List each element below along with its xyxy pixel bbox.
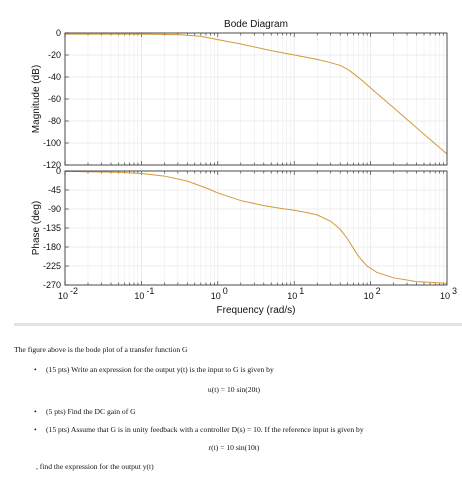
frequency-tick-label: 10	[364, 291, 374, 301]
magnitude-y-tick-label: -40	[48, 72, 61, 82]
question-1-text: (15 pts) Write an expression for the out…	[46, 365, 274, 374]
phase-y-tick-label: -225	[43, 261, 61, 271]
bullet: •	[34, 407, 37, 416]
frequency-tick-exponent: -1	[146, 286, 154, 296]
phase-y-tick-label: -180	[43, 242, 61, 252]
phase-y-tick-label: -90	[48, 204, 61, 214]
problem-intro: The figure above is the bode plot of a t…	[14, 345, 188, 354]
question-2-text: (5 pts) Find the DC gain of G	[46, 407, 136, 416]
magnitude-frame	[64, 32, 448, 166]
frequency-tick-exponent: 3	[452, 286, 457, 296]
magnitude-y-tick-label: -100	[43, 138, 61, 148]
phase-y-tick-label: -135	[43, 223, 61, 233]
phase-y-tick-label: 0	[56, 166, 61, 176]
frequency-tick-label: 10	[287, 291, 297, 301]
magnitude-y-ticks: 0 -20 -40 -60 -80 -100 -120	[43, 28, 61, 170]
phase-curve	[64, 170, 448, 284]
frequency-tick-exponent: 2	[376, 286, 381, 296]
frequency-tick-label: 10	[211, 291, 221, 301]
phase-y-tick-label: -270	[43, 280, 61, 290]
question-3: • (15 pts) Assume that G is in unity feed…	[34, 425, 364, 434]
reference-equation: r(t) = 10 sin(10t)	[208, 443, 260, 452]
frequency-tick-exponent: 1	[299, 286, 304, 296]
bullet: •	[34, 425, 37, 434]
frequency-axis-label: Frequency (rad/s)	[217, 305, 296, 316]
frequency-tick-label: 10	[58, 291, 68, 301]
question-2: • (5 pts) Find the DC gain of G	[34, 407, 136, 416]
magnitude-y-axis-label: Magnitude (dB)	[31, 65, 42, 133]
frequency-tick-exponent: 0	[223, 286, 228, 296]
frequency-tick-label: 10	[134, 291, 144, 301]
question-3-continuation: , find the expression for the output y(t…	[36, 462, 154, 471]
magnitude-panel: 0 -20 -40 -60 -80 -100 -120 Magnitude (dB)	[31, 28, 448, 170]
phase-y-tick-label: -45	[48, 185, 61, 195]
magnitude-y-tick-label: -80	[48, 116, 61, 126]
section-divider	[14, 323, 462, 326]
question-1: • (15 pts) Write an expression for the ou…	[34, 365, 274, 374]
bode-plot: Bode Diagram 0-20-40-60-80-100-120 Magni…	[31, 19, 457, 316]
magnitude-curve	[65, 33, 448, 155]
frequency-tick-exponent: -2	[70, 286, 78, 296]
chart-title: Bode Diagram	[224, 19, 288, 30]
question-3-text: (15 pts) Assume that G is in unity feedb…	[46, 425, 364, 434]
magnitude-y-tick-label: -120	[43, 160, 61, 170]
phase-x-ticks: 10 -2 10 -1 10 0 10 1 10 2 10 3	[58, 286, 457, 301]
phase-panel: 0-45-90-135-180-225-270 10 -2 10 -1 10 0 10 1 10…	[31, 166, 457, 316]
phase-y-ticks: 0 -45 -90 -135 -180 -225 -270	[43, 166, 61, 290]
magnitude-y-tick-label: -60	[48, 94, 61, 104]
phase-y-axis-label: Phase (deg)	[31, 201, 42, 255]
bullet: •	[34, 365, 37, 374]
magnitude-y-tick-label: 0	[56, 28, 61, 38]
input-equation: u(t) = 10 sin(20t)	[207, 385, 261, 394]
frequency-tick-label: 10	[440, 291, 450, 301]
phase-frame	[64, 170, 448, 286]
magnitude-y-tick-label: -20	[48, 50, 61, 60]
